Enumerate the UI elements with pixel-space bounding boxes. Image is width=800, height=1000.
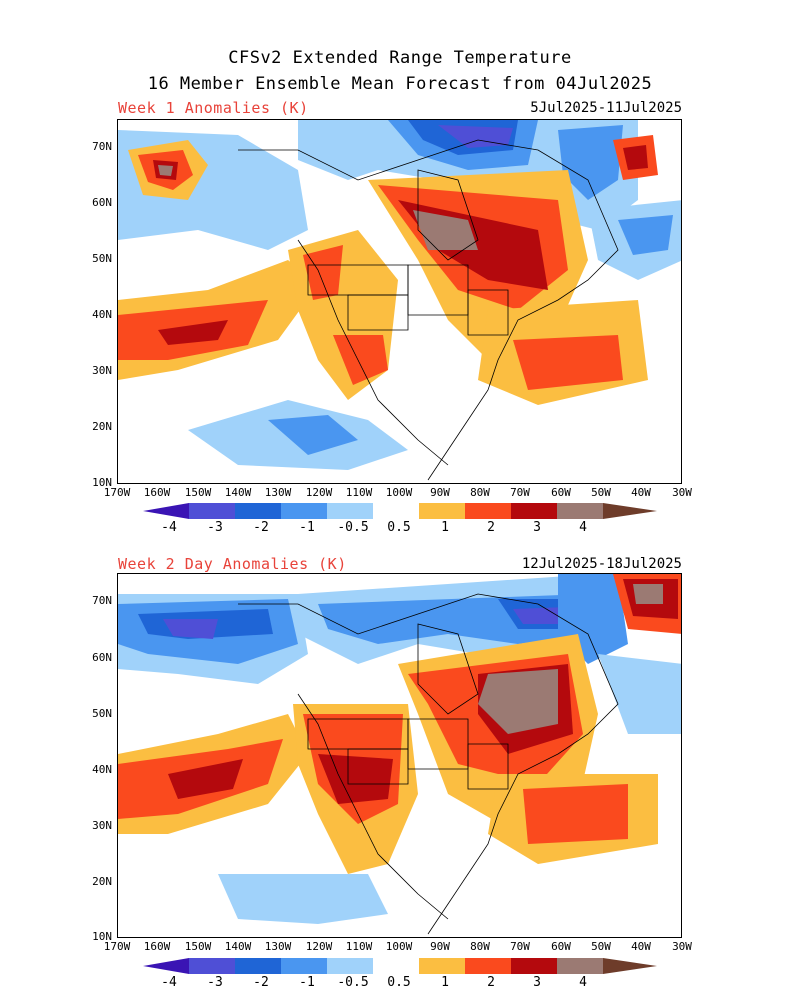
cold-anomaly-atlantic-core bbox=[618, 215, 673, 255]
lon-label: 30W bbox=[672, 486, 692, 499]
cold-anomaly-greenland-core bbox=[558, 125, 623, 200]
warm-anomaly-west-us-center bbox=[318, 754, 393, 804]
colorbar-label: -3 bbox=[207, 975, 223, 990]
map-week2 bbox=[117, 573, 682, 938]
lat-label: 10N bbox=[92, 476, 112, 489]
colorbar-label: 4 bbox=[579, 975, 587, 990]
lon-label: 170W bbox=[103, 940, 131, 953]
lat-label: 20N bbox=[92, 420, 112, 433]
lon-label: 40W bbox=[631, 940, 651, 953]
warm-anomaly-southwest bbox=[333, 335, 388, 385]
title-line-2: 16 Member Ensemble Mean Forecast from 04… bbox=[147, 74, 653, 94]
colorbar-week1 bbox=[143, 503, 657, 519]
lat-label: 60N bbox=[92, 196, 112, 209]
lon-label: 80W bbox=[470, 940, 490, 953]
cold-anomaly-deepest bbox=[438, 125, 513, 148]
lon-label: 30W bbox=[672, 940, 692, 953]
lat-label: 10N bbox=[92, 930, 112, 943]
panel-1-title: Week 1 Anomalies (K) bbox=[118, 99, 309, 117]
lon-label: 70W bbox=[510, 486, 530, 499]
cold-anomaly-atlantic bbox=[598, 654, 681, 734]
colorbar-label: -2 bbox=[253, 975, 269, 990]
coastline-outline bbox=[238, 139, 619, 481]
warm-anomaly-greenland-peak bbox=[633, 584, 663, 604]
colorbar-label: 1 bbox=[441, 520, 449, 535]
lat-label: 20N bbox=[92, 875, 112, 888]
lon-label: 50W bbox=[591, 486, 611, 499]
panel-2-dates: 12Jul2025-18Jul2025 bbox=[521, 556, 682, 572]
anomaly-field-week2 bbox=[118, 574, 681, 935]
lon-label: 80W bbox=[470, 486, 490, 499]
colorbar-label: 0.5 bbox=[387, 975, 411, 990]
warm-anomaly-pacific-center bbox=[168, 759, 243, 799]
colorbar-label: -4 bbox=[161, 520, 177, 535]
lon-label: 70W bbox=[510, 940, 530, 953]
lon-label: 60W bbox=[551, 940, 571, 953]
lat-label: 30N bbox=[92, 364, 112, 377]
lon-label: 130W bbox=[264, 940, 292, 953]
warm-anomaly-quebec-peak bbox=[478, 669, 558, 734]
lon-label: 120W bbox=[305, 940, 333, 953]
colorbar-label: 3 bbox=[533, 975, 541, 990]
lon-label: 170W bbox=[103, 486, 131, 499]
lon-label: 100W bbox=[385, 940, 413, 953]
lat-label: 70N bbox=[92, 594, 112, 607]
colorbar-label: 4 bbox=[579, 520, 587, 535]
lon-label: 140W bbox=[224, 486, 252, 499]
colorbar-label: 2 bbox=[487, 520, 495, 535]
lon-label: 100W bbox=[385, 486, 413, 499]
warm-anomaly-alaska-peak bbox=[158, 165, 173, 176]
colorbar-label: 2 bbox=[487, 975, 495, 990]
lat-label: 40N bbox=[92, 763, 112, 776]
lat-label: 50N bbox=[92, 707, 112, 720]
colorbar-label: 1 bbox=[441, 975, 449, 990]
panel-2-title: Week 2 Day Anomalies (K) bbox=[118, 555, 347, 573]
colorbar-label: 3 bbox=[533, 520, 541, 535]
colorbar-label: 0.5 bbox=[387, 520, 411, 535]
lon-label: 120W bbox=[305, 486, 333, 499]
anomaly-field-week1 bbox=[118, 120, 681, 481]
lon-label: 150W bbox=[184, 940, 212, 953]
colorbar-label: -2 bbox=[253, 520, 269, 535]
cold-anomaly-pacific-core bbox=[268, 415, 358, 455]
coastline-outline bbox=[238, 593, 619, 935]
lat-label: 40N bbox=[92, 308, 112, 321]
lon-label: 140W bbox=[224, 940, 252, 953]
warm-anomaly-west-us-core bbox=[303, 245, 343, 300]
lat-label: 50N bbox=[92, 252, 112, 265]
map-week1 bbox=[117, 119, 682, 484]
lon-label: 90W bbox=[430, 486, 450, 499]
colorbar-label: -1 bbox=[299, 975, 315, 990]
lat-label: 60N bbox=[92, 651, 112, 664]
title-line-1: CFSv2 Extended Range Temperature bbox=[228, 48, 572, 68]
lon-label: 130W bbox=[264, 486, 292, 499]
warm-anomaly-atlantic-core bbox=[523, 784, 628, 844]
lon-label: 150W bbox=[184, 486, 212, 499]
lon-label: 160W bbox=[143, 486, 171, 499]
lon-label: 90W bbox=[430, 940, 450, 953]
lat-label: 70N bbox=[92, 140, 112, 153]
panel-1-dates: 5Jul2025-11Jul2025 bbox=[530, 100, 682, 116]
colorbar-label: -0.5 bbox=[337, 520, 369, 535]
lon-label: 160W bbox=[143, 940, 171, 953]
warm-anomaly-greenland-core bbox=[623, 145, 648, 170]
lon-label: 110W bbox=[345, 486, 373, 499]
lon-label: 50W bbox=[591, 940, 611, 953]
warm-anomaly-pacific-center bbox=[158, 320, 228, 345]
cold-anomaly-canada-deepest bbox=[513, 607, 568, 624]
warm-anomaly-hudson-peak bbox=[413, 210, 478, 250]
lon-label: 110W bbox=[345, 940, 373, 953]
cold-anomaly-alaska-deepest bbox=[163, 619, 218, 639]
lon-label: 40W bbox=[631, 486, 651, 499]
colorbar-label: -1 bbox=[299, 520, 315, 535]
colorbar-label: -3 bbox=[207, 520, 223, 535]
colorbar-label: -0.5 bbox=[337, 975, 369, 990]
colorbar-week2 bbox=[143, 958, 657, 974]
cold-anomaly-pacific-south bbox=[218, 874, 388, 924]
lat-label: 30N bbox=[92, 819, 112, 832]
warm-anomaly-atlantic-core bbox=[513, 335, 623, 390]
lon-label: 60W bbox=[551, 486, 571, 499]
colorbar-label: -4 bbox=[161, 975, 177, 990]
